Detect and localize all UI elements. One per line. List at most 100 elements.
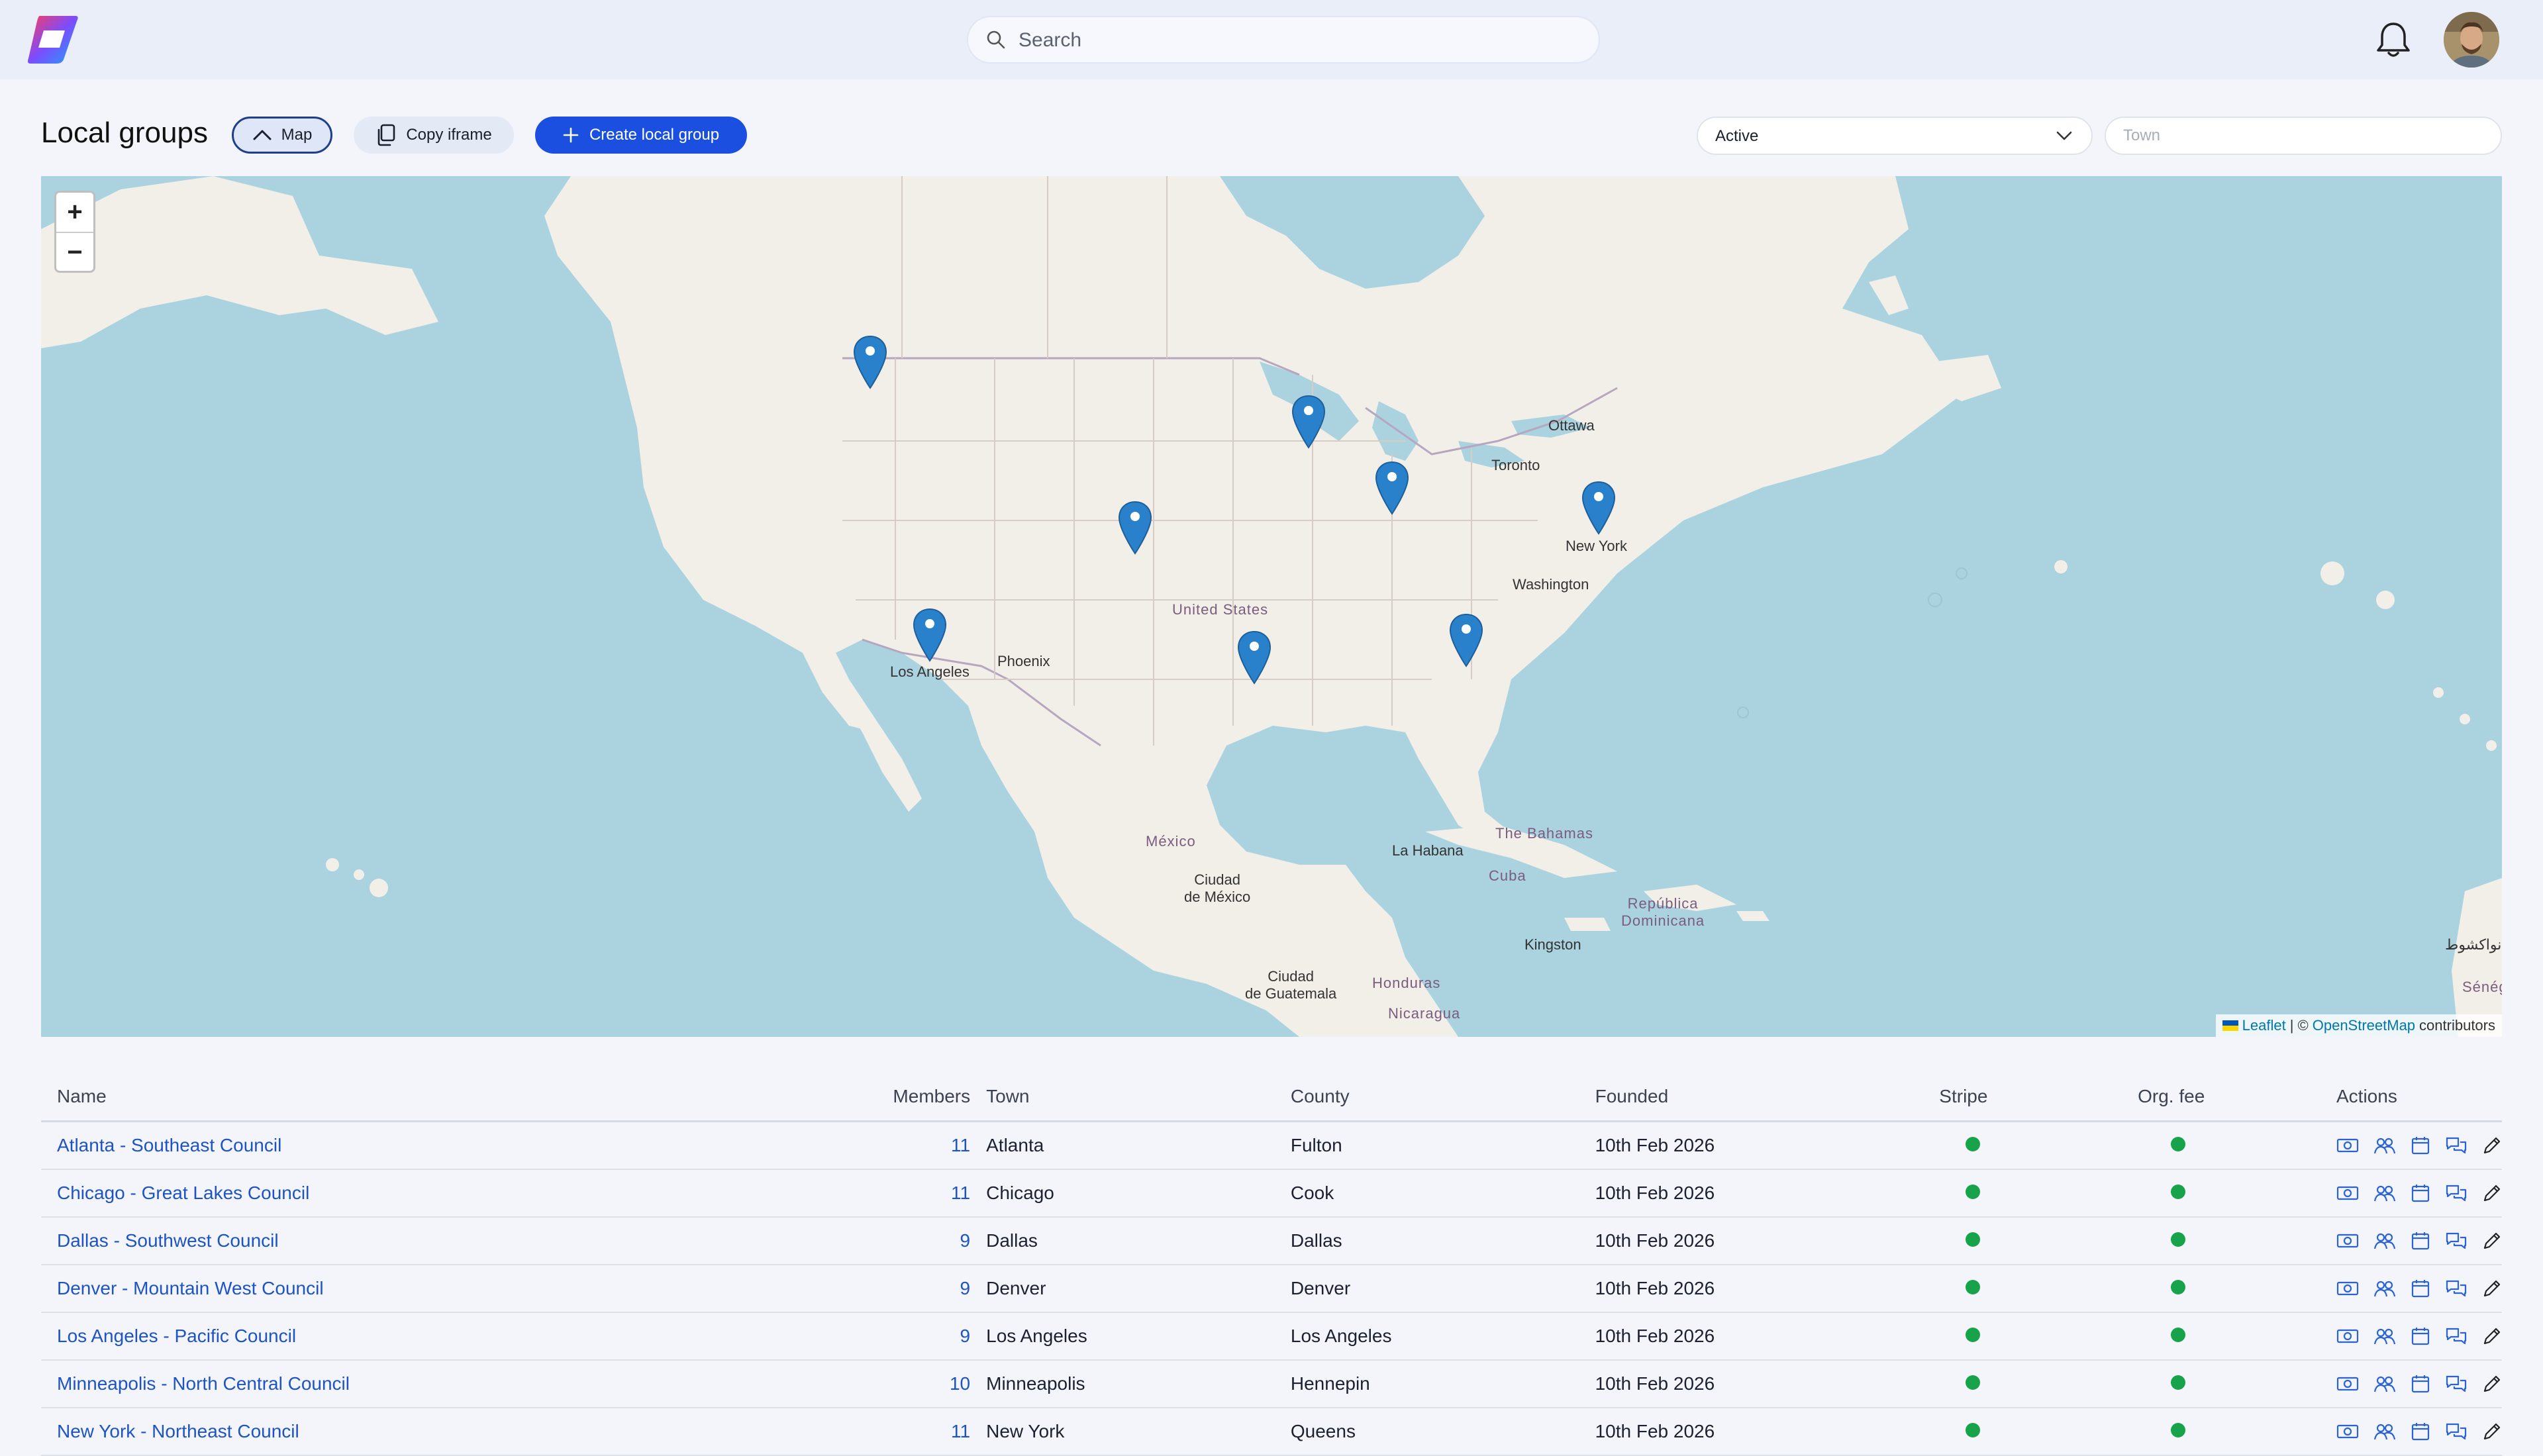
members-count-link[interactable]: 9 [960, 1278, 971, 1298]
members-count-link[interactable]: 9 [960, 1326, 971, 1346]
calendar-icon[interactable] [2411, 1326, 2430, 1346]
calendar-icon[interactable] [2411, 1374, 2430, 1394]
edit-pencil-icon[interactable] [2482, 1136, 2502, 1155]
zoom-in-button[interactable]: + [56, 193, 93, 233]
copy-iframe-button[interactable]: Copy iframe [354, 117, 514, 154]
group-name-link[interactable]: Chicago - Great Lakes Council [57, 1183, 310, 1203]
notifications-bell-icon[interactable] [2375, 20, 2412, 60]
calendar-icon[interactable] [2411, 1231, 2430, 1251]
map-label-ciudad-de-guatemala: Ciudad de Guatemala [1245, 968, 1337, 1002]
members-count-link[interactable]: 10 [949, 1373, 971, 1394]
chat-icon[interactable] [2445, 1231, 2468, 1251]
chat-icon[interactable] [2445, 1422, 2468, 1441]
map-label-toronto: Toronto [1491, 457, 1540, 473]
openstreetmap-link[interactable]: OpenStreetMap [2312, 1017, 2416, 1034]
members-icon[interactable] [2373, 1136, 2396, 1155]
members-count-link[interactable]: 11 [951, 1183, 971, 1203]
map-toggle-label: Map [281, 126, 313, 144]
group-name-link[interactable]: New York - Northeast Council [57, 1421, 299, 1441]
org-fee-status-badge [2171, 1185, 2186, 1199]
map-marker-icon[interactable] [1118, 501, 1152, 556]
org-fee-status-badge [2171, 1280, 2186, 1294]
map-marker-icon[interactable] [1237, 630, 1272, 686]
attribution-separator: | © [2289, 1017, 2309, 1034]
create-local-group-label: Create local group [589, 126, 720, 144]
column-header-actions: Actions [2336, 1073, 2502, 1122]
edit-pencil-icon[interactable] [2482, 1279, 2502, 1298]
calendar-icon[interactable] [2411, 1422, 2430, 1441]
column-header-name[interactable]: Name [41, 1073, 852, 1122]
chat-icon[interactable] [2445, 1279, 2468, 1298]
calendar-icon[interactable] [2411, 1136, 2430, 1155]
county-cell: Dallas [1290, 1217, 1595, 1265]
group-name-link[interactable]: Dallas - Southwest Council [57, 1230, 279, 1251]
members-count-link[interactable]: 11 [951, 1135, 971, 1155]
group-name-link[interactable]: Minneapolis - North Central Council [57, 1373, 350, 1394]
money-icon[interactable] [2336, 1232, 2359, 1250]
members-icon[interactable] [2373, 1422, 2396, 1441]
map-marker-icon[interactable] [1581, 481, 1616, 536]
members-icon[interactable] [2373, 1232, 2396, 1250]
org-fee-status-badge [2171, 1423, 2186, 1437]
money-icon[interactable] [2336, 1279, 2359, 1298]
stripe-status-badge [1966, 1280, 1981, 1294]
zoom-out-button[interactable]: − [67, 238, 83, 267]
money-icon[interactable] [2336, 1136, 2359, 1155]
edit-pencil-icon[interactable] [2482, 1231, 2502, 1251]
map-marker-icon[interactable] [1291, 395, 1326, 450]
search-input[interactable] [1017, 17, 1589, 64]
members-icon[interactable] [2373, 1184, 2396, 1202]
groups-map[interactable]: + − Ottawa Toronto New York Washington U… [41, 176, 2502, 1037]
status-filter-select[interactable]: Active [1697, 117, 2093, 155]
edit-pencil-icon[interactable] [2482, 1326, 2502, 1346]
members-count-link[interactable]: 11 [951, 1421, 971, 1441]
map-marker-icon[interactable] [1449, 613, 1483, 669]
map-marker-icon[interactable] [913, 608, 947, 663]
table-row: Los Angeles - Pacific Council 9 Los Ange… [41, 1312, 2502, 1361]
column-header-county[interactable]: County [1290, 1073, 1595, 1122]
money-icon[interactable] [2336, 1422, 2359, 1441]
group-name-link[interactable]: Los Angeles - Pacific Council [57, 1326, 297, 1346]
chat-icon[interactable] [2445, 1136, 2468, 1155]
column-header-town[interactable]: Town [986, 1073, 1291, 1122]
founded-cell: 10th Feb 2026 [1595, 1312, 1940, 1361]
money-icon[interactable] [2336, 1375, 2359, 1393]
chat-icon[interactable] [2445, 1326, 2468, 1346]
column-header-founded[interactable]: Founded [1595, 1073, 1940, 1122]
founded-cell: 10th Feb 2026 [1595, 1408, 1940, 1456]
members-icon[interactable] [2373, 1375, 2396, 1393]
map-toggle-button[interactable]: Map [232, 117, 332, 154]
search-box[interactable] [967, 16, 1600, 64]
org-fee-status-badge [2171, 1137, 2186, 1151]
leaflet-link[interactable]: Leaflet [2242, 1017, 2286, 1034]
chat-icon[interactable] [2445, 1183, 2468, 1203]
money-icon[interactable] [2336, 1184, 2359, 1202]
edit-pencil-icon[interactable] [2482, 1374, 2502, 1394]
members-icon[interactable] [2373, 1327, 2396, 1345]
group-name-link[interactable]: Denver - Mountain West Council [57, 1278, 324, 1298]
copy-icon [378, 124, 395, 146]
column-header-org-fee[interactable]: Org. fee [2138, 1073, 2336, 1122]
founded-cell: 10th Feb 2026 [1595, 1217, 1940, 1265]
chat-icon[interactable] [2445, 1374, 2468, 1394]
group-name-link[interactable]: Atlanta - Southeast Council [57, 1135, 282, 1155]
edit-pencil-icon[interactable] [2482, 1183, 2502, 1203]
app-logo[interactable] [25, 13, 81, 65]
create-local-group-button[interactable]: Create local group [535, 117, 747, 154]
members-icon[interactable] [2373, 1279, 2396, 1298]
row-actions [2336, 1183, 2502, 1203]
column-header-members[interactable]: Members [851, 1073, 987, 1122]
edit-pencil-icon[interactable] [2482, 1422, 2502, 1441]
map-label-united-states: United States [1172, 601, 1269, 618]
column-header-stripe[interactable]: Stripe [1939, 1073, 2138, 1122]
map-marker-icon[interactable] [1375, 461, 1409, 516]
money-icon[interactable] [2336, 1327, 2359, 1345]
town-filter-input[interactable] [2105, 117, 2502, 155]
members-count-link[interactable]: 9 [960, 1230, 971, 1251]
county-cell: Queens [1290, 1408, 1595, 1456]
user-avatar[interactable] [2444, 12, 2499, 68]
map-marker-icon[interactable] [853, 335, 887, 391]
chevron-down-icon [2056, 131, 2072, 140]
calendar-icon[interactable] [2411, 1279, 2430, 1298]
calendar-icon[interactable] [2411, 1183, 2430, 1203]
